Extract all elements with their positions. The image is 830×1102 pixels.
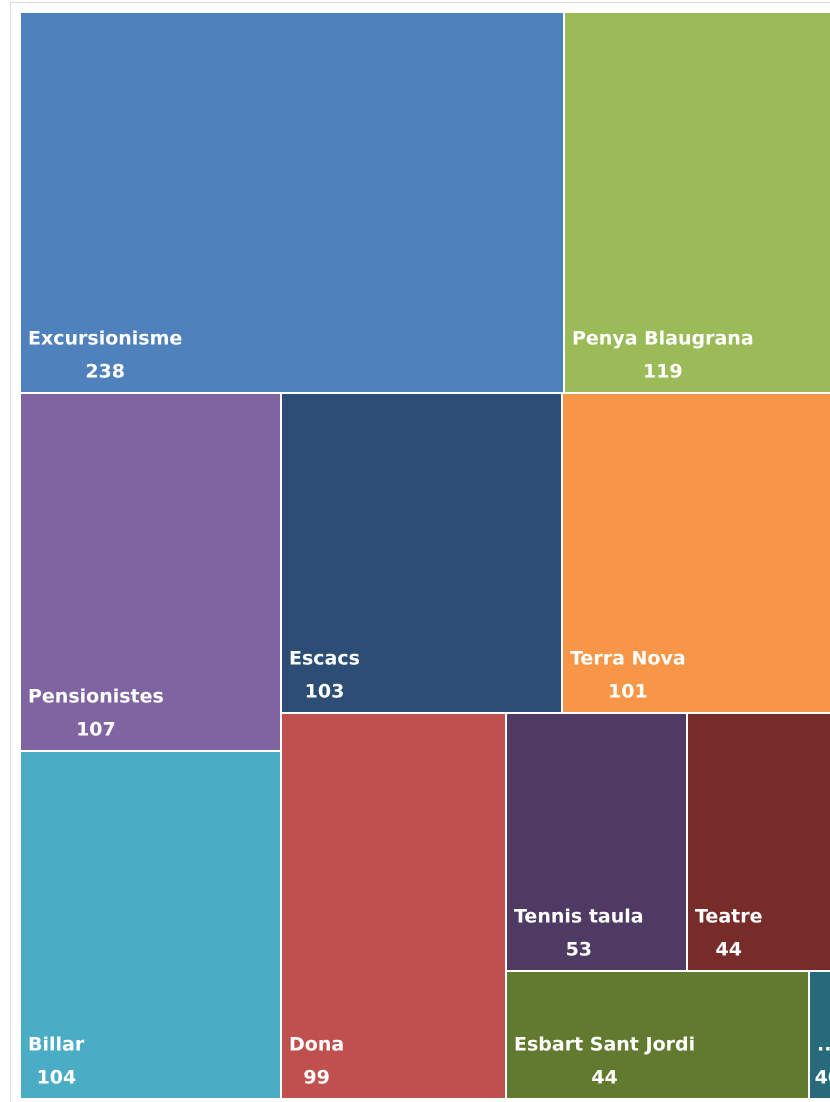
tile bbox=[19, 750, 282, 1100]
tile-label: Pensionistes bbox=[28, 686, 164, 708]
tile bbox=[505, 712, 688, 972]
tile-value: 44 bbox=[716, 939, 742, 961]
tile-value: 107 bbox=[76, 719, 116, 741]
tile-label: Dona bbox=[289, 1034, 344, 1056]
tile-label: Esbart Sant Jordi bbox=[514, 1034, 695, 1056]
tile-label: Teatre bbox=[695, 906, 762, 928]
tile-label: ... bbox=[817, 1034, 830, 1056]
chart-frame bbox=[10, 2, 830, 1102]
tile bbox=[563, 11, 830, 394]
tile bbox=[808, 970, 830, 1100]
tile-value: 119 bbox=[643, 361, 683, 383]
tile-label: Excursionisme bbox=[28, 328, 182, 350]
tile bbox=[561, 392, 830, 714]
tile-value: 40 bbox=[815, 1067, 830, 1089]
tile bbox=[19, 11, 565, 394]
tile-label: Billar bbox=[28, 1034, 85, 1056]
tile bbox=[686, 712, 830, 972]
tile-value: 101 bbox=[608, 681, 648, 703]
tile-value: 103 bbox=[305, 681, 345, 703]
tile bbox=[280, 712, 507, 1100]
tile-label: Penya Blaugrana bbox=[572, 328, 754, 350]
tile-value: 44 bbox=[591, 1067, 617, 1089]
tile-value: 53 bbox=[566, 939, 592, 961]
tile bbox=[505, 970, 810, 1100]
tile-label: Tennis taula bbox=[514, 906, 644, 928]
tile-value: 104 bbox=[37, 1067, 77, 1089]
tile-value: 99 bbox=[303, 1067, 329, 1089]
tile-label: Terra Nova bbox=[570, 648, 686, 670]
tile-label: Escacs bbox=[289, 648, 360, 670]
tile-value: 238 bbox=[85, 361, 125, 383]
